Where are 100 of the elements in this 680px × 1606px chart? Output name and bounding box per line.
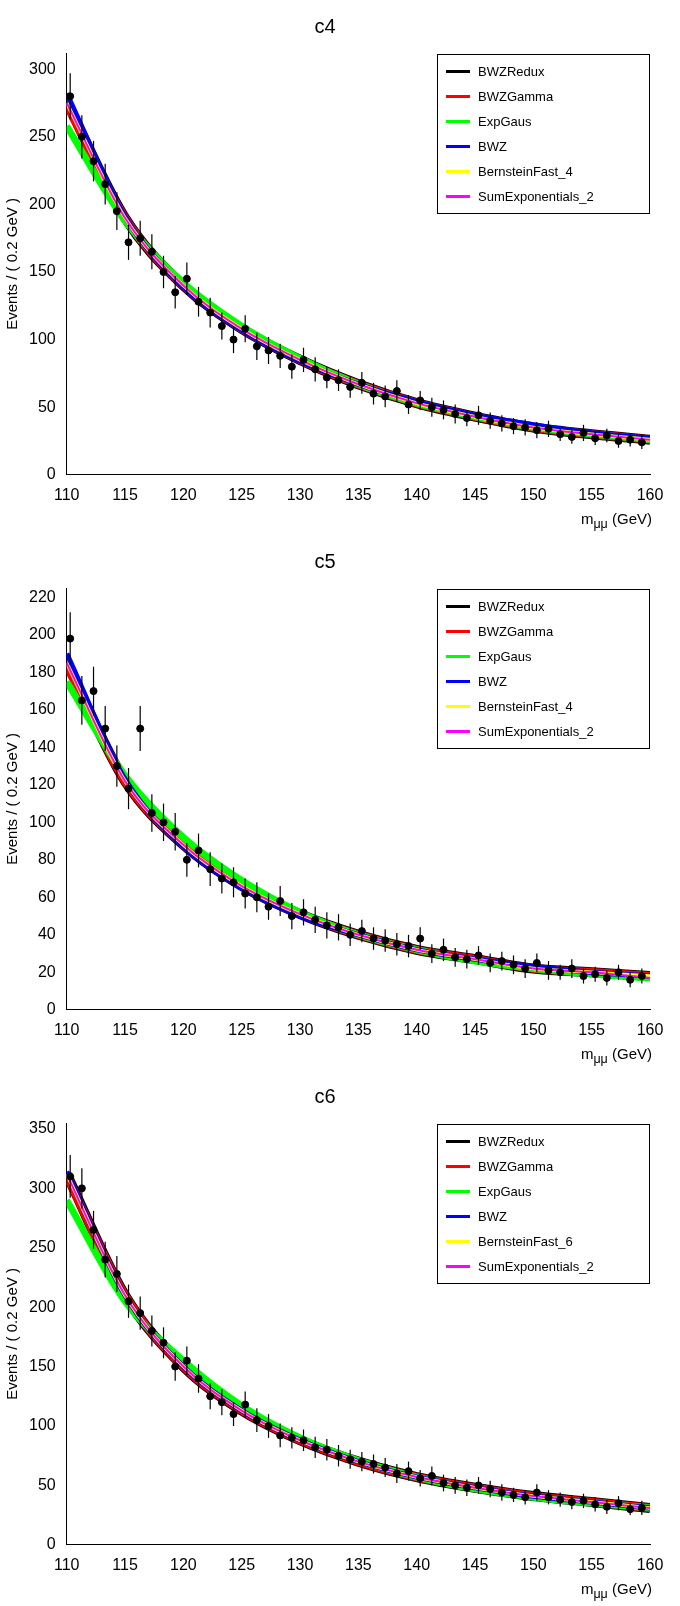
point: [509, 1490, 518, 1499]
x-tick-label: 135: [345, 1555, 372, 1573]
x-axis-title: m$_{μμ}$ (GeV): [580, 510, 652, 531]
legend-label: SumExponentials_2: [478, 724, 594, 739]
point: [229, 1410, 238, 1419]
point: [357, 378, 366, 387]
point: [299, 355, 308, 364]
point: [567, 964, 576, 973]
chart-title: c6: [314, 1084, 336, 1107]
point: [521, 1493, 530, 1502]
chart-title: c5: [314, 549, 336, 572]
point: [171, 827, 180, 836]
point: [532, 426, 541, 435]
y-tick-label: 0: [46, 1535, 56, 1553]
point: [567, 432, 576, 441]
point: [439, 1479, 448, 1488]
x-tick-label: 120: [170, 485, 197, 503]
point: [89, 1225, 98, 1234]
point: [462, 414, 471, 423]
point: [579, 972, 588, 981]
x-axis-title: m$_{μμ}$ (GeV): [580, 1045, 652, 1066]
point: [381, 936, 390, 945]
x-tick-label: 110: [53, 485, 80, 503]
point: [229, 878, 238, 887]
x-tick-label: 125: [228, 485, 256, 503]
point: [427, 949, 436, 958]
chart-title: c4: [314, 14, 336, 37]
point: [264, 1421, 273, 1430]
x-tick-label: 130: [286, 1020, 314, 1038]
x-tick-label: 135: [345, 1020, 372, 1038]
x-tick-label: 110: [53, 1020, 80, 1038]
x-tick-label: 145: [461, 1555, 489, 1573]
point: [579, 1496, 588, 1505]
y-tick-label: 120: [28, 775, 56, 793]
point: [404, 942, 413, 951]
point: [521, 423, 530, 432]
point: [451, 409, 460, 418]
point: [509, 960, 518, 969]
y-tick-label: 60: [37, 887, 56, 905]
point: [206, 308, 215, 317]
point: [346, 382, 355, 391]
point: [626, 975, 635, 984]
legend-label: SumExponentials_2: [478, 189, 594, 204]
point: [416, 1474, 425, 1483]
point: [532, 1488, 541, 1497]
y-tick-label: 250: [28, 127, 56, 145]
point: [322, 921, 331, 930]
point: [416, 396, 425, 405]
point: [591, 434, 600, 443]
point: [241, 1400, 250, 1409]
y-tick-label: 200: [28, 1297, 56, 1315]
point: [89, 687, 98, 696]
point: [159, 818, 168, 827]
y-tick-label: 80: [37, 850, 56, 868]
x-tick-label: 140: [403, 1020, 431, 1038]
x-tick-label: 130: [286, 1555, 314, 1573]
y-tick-label: 100: [28, 812, 56, 830]
point: [427, 1471, 436, 1480]
point: [171, 288, 180, 297]
y-tick-label: 20: [37, 962, 56, 980]
point: [322, 1445, 331, 1454]
point: [194, 297, 203, 306]
legend-label: BWZGamma: [478, 1159, 554, 1174]
point: [439, 405, 448, 414]
x-tick-label: 145: [461, 485, 489, 503]
legend-label: BWZGamma: [478, 624, 554, 639]
point: [276, 897, 285, 906]
point: [497, 957, 506, 966]
point: [439, 945, 448, 954]
legend-label: SumExponentials_2: [478, 1259, 594, 1274]
y-tick-label: 100: [28, 330, 56, 348]
point: [474, 411, 483, 420]
point: [241, 324, 250, 333]
point: [346, 1455, 355, 1464]
y-tick-label: 180: [28, 662, 56, 680]
point: [159, 268, 168, 277]
y-tick-label: 0: [46, 1000, 56, 1018]
legend-label: ExpGaus: [478, 114, 532, 129]
point: [614, 437, 623, 445]
y-tick-label: 160: [28, 700, 56, 718]
point: [66, 92, 75, 101]
point: [544, 424, 553, 433]
x-tick-label: 150: [519, 1555, 547, 1573]
y-tick-label: 220: [28, 587, 56, 605]
point: [241, 889, 250, 898]
point: [486, 416, 495, 425]
y-tick-label: 200: [28, 194, 56, 212]
x-tick-label: 110: [53, 1555, 80, 1573]
x-tick-label: 130: [286, 485, 314, 503]
y-tick-label: 140: [28, 737, 56, 755]
x-tick-label: 125: [228, 1020, 256, 1038]
x-tick-label: 115: [112, 485, 138, 503]
legend-label: BernsteinFast_4: [478, 699, 573, 714]
point: [392, 940, 401, 949]
y-tick-label: 100: [28, 1416, 56, 1434]
point: [532, 958, 541, 967]
x-tick-label: 115: [112, 1020, 138, 1038]
y-axis-title: Events / ( 0.2 GeV ): [3, 1268, 21, 1400]
point: [381, 1463, 390, 1472]
x-tick-label: 160: [636, 1555, 664, 1573]
